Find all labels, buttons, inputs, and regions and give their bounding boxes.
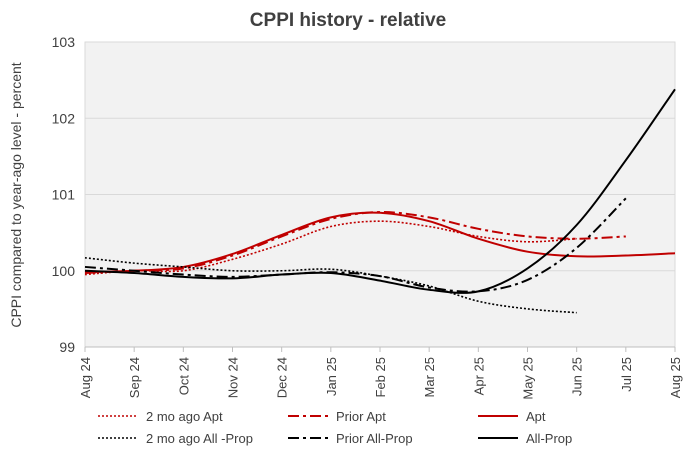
legend-label-4: 2 mo ago All -Prop	[146, 431, 253, 446]
legend-label-3: Apt	[526, 409, 546, 424]
x-tick-label: Jan 25	[324, 357, 339, 396]
x-tick-label: Jun 25	[570, 357, 585, 396]
legend-label-6: All-Prop	[526, 431, 572, 446]
axes: 99 100 101 102 103 Aug 24 Sep 24 Oct 24 Nov 24 De…	[52, 34, 683, 400]
series-line-4	[84, 256, 577, 314]
y-tick-label: 100	[52, 263, 76, 279]
gridlines	[85, 41, 675, 272]
legend: 2 mo ago Apt Prior Apt Apt 2 mo ago All -Pr…	[98, 409, 572, 446]
x-tick-label: Aug 25	[668, 357, 683, 398]
x-tick-label: Nov 24	[226, 357, 241, 398]
series-line-1	[84, 220, 577, 276]
series-line-3	[84, 211, 676, 274]
legend-label-1: 2 mo ago Apt	[146, 409, 223, 424]
x-tick-label: Feb 25	[373, 357, 388, 397]
x-tick-label: Aug 24	[78, 357, 93, 398]
y-tick-label: 103	[52, 34, 76, 50]
x-tick-label: Sep 24	[127, 357, 142, 398]
x-tick-label: Jul 25	[619, 357, 634, 392]
x-tick-label: Oct 24	[176, 357, 191, 395]
x-tick-label: Dec 24	[275, 357, 290, 398]
series-line-6	[84, 88, 676, 294]
x-tick-label: Apr 25	[471, 357, 486, 395]
legend-label-2: Prior Apt	[336, 409, 386, 424]
y-tick-label: 102	[52, 110, 76, 126]
y-axis-label: CPPI compared to year-ago level - percen…	[8, 62, 24, 327]
x-tick-label: Mar 25	[422, 357, 437, 397]
y-tick-label: 99	[59, 339, 75, 355]
chart-title: CPPI history - relative	[250, 10, 446, 31]
legend-label-5: Prior All-Prop	[336, 431, 413, 446]
series-lines	[84, 88, 676, 314]
x-tick-label: May 25	[521, 357, 536, 400]
y-tick-label: 101	[52, 187, 76, 203]
series-line-5	[84, 197, 627, 293]
